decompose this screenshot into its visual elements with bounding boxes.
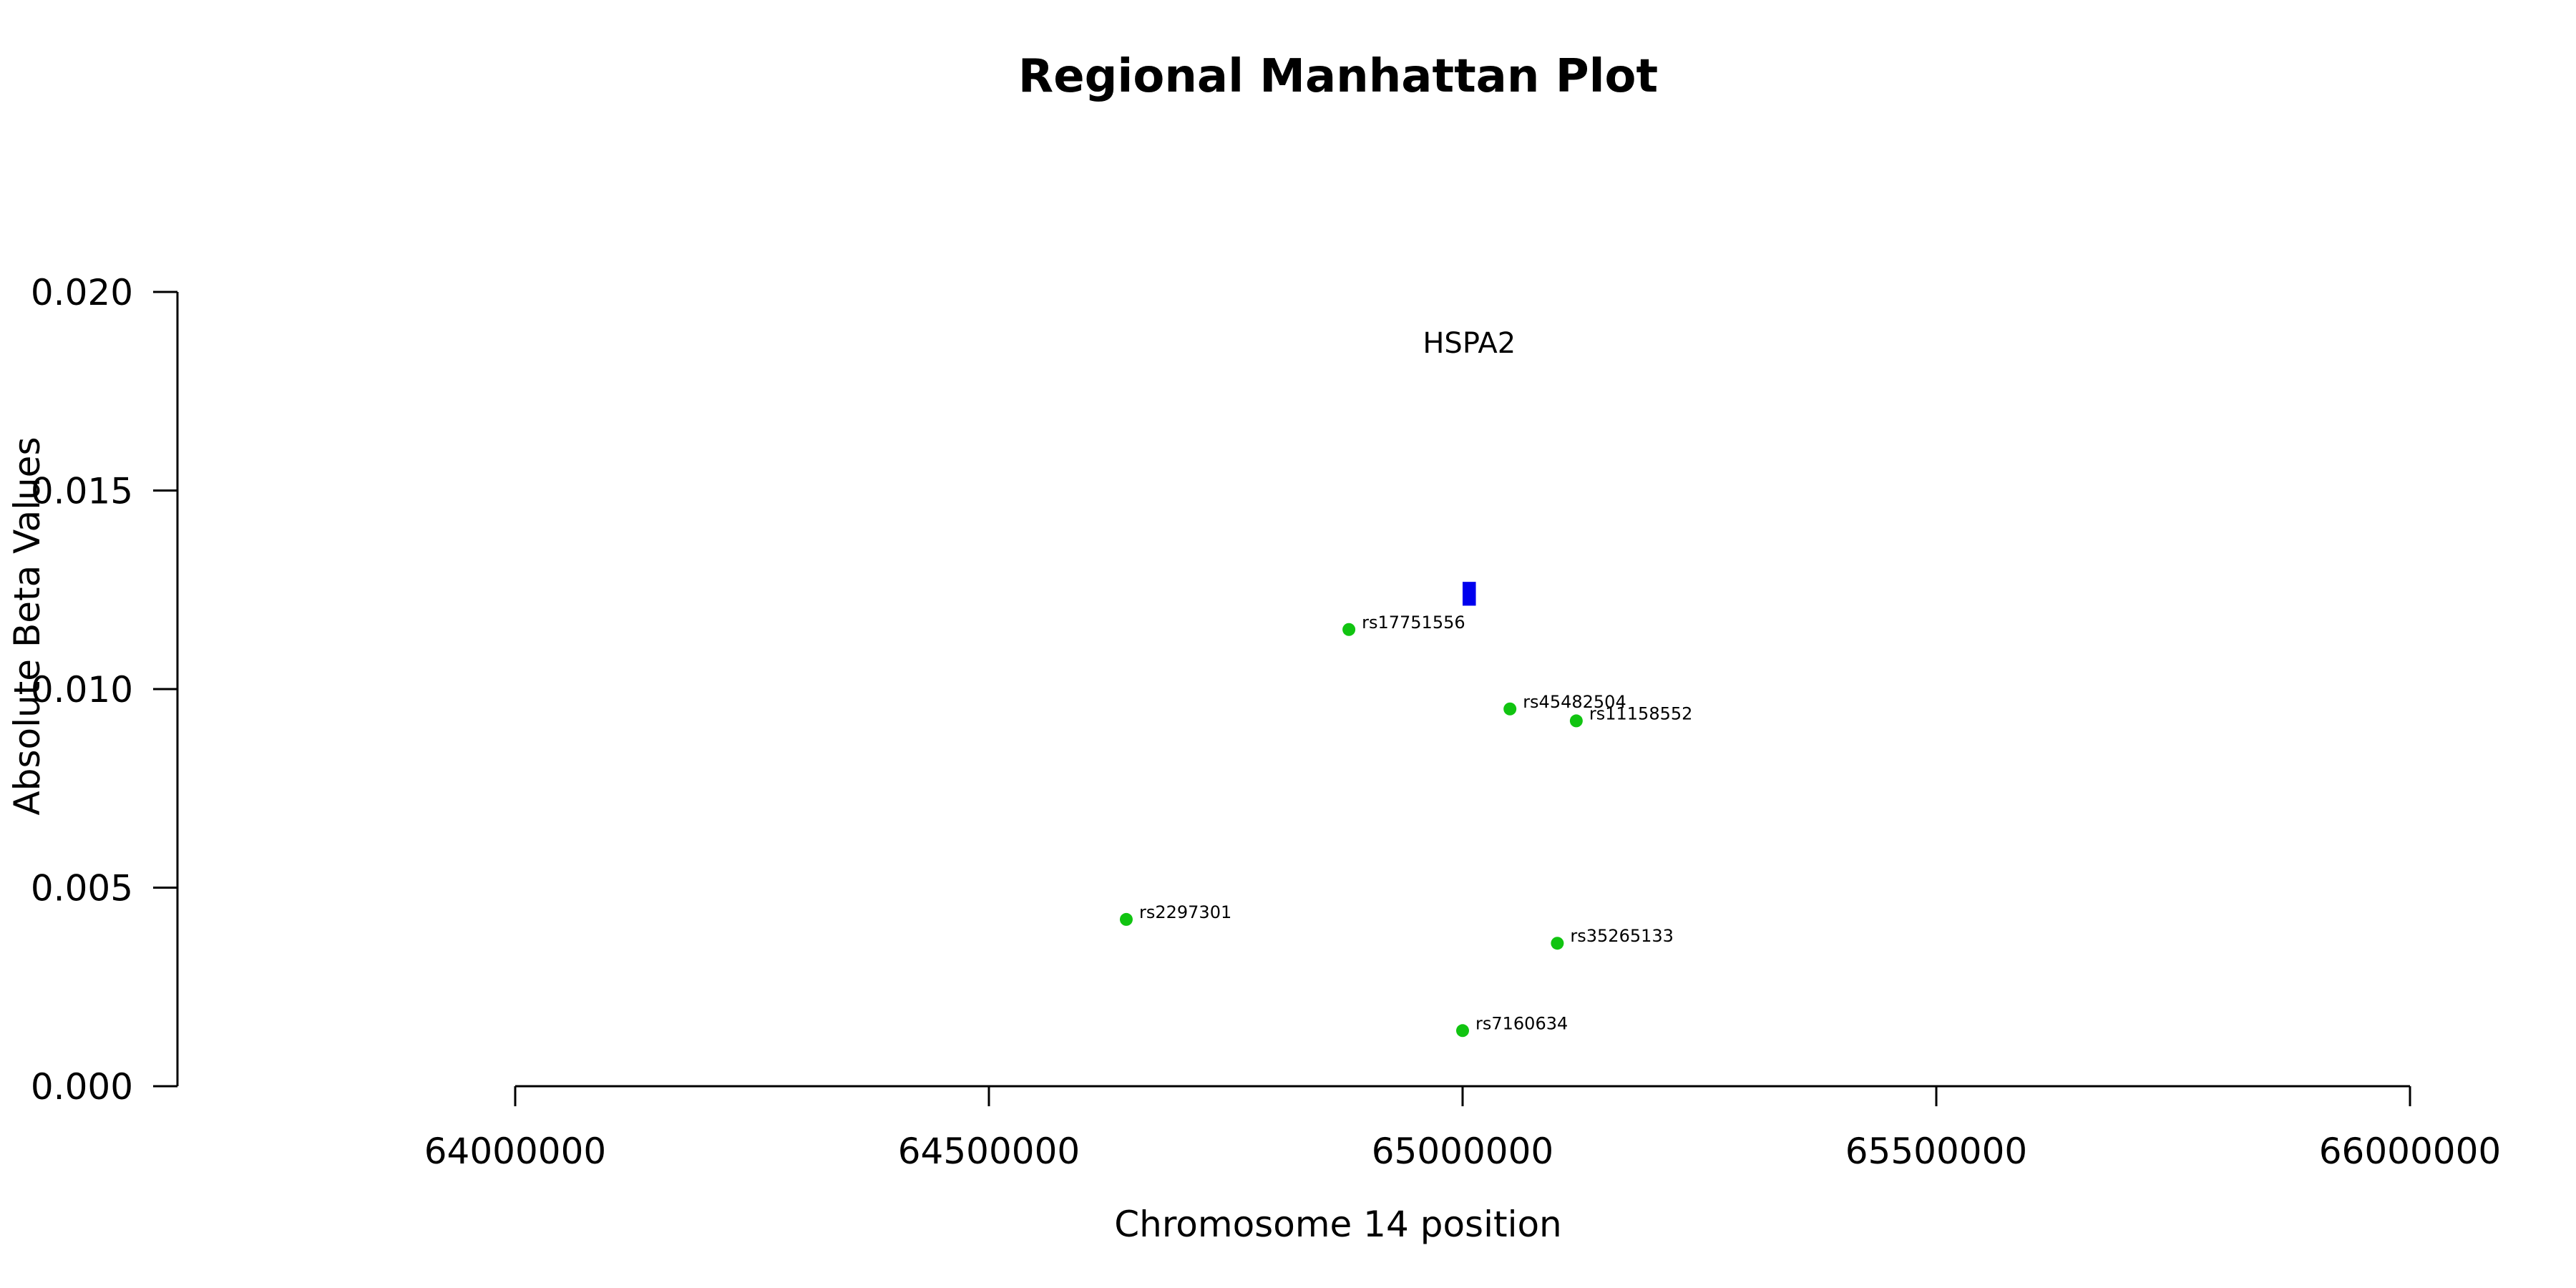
snp-point xyxy=(1503,702,1517,716)
gene-box xyxy=(1463,582,1476,606)
y-tick-label: 0.020 xyxy=(31,272,133,313)
snp-label: rs11158552 xyxy=(1589,703,1693,723)
x-tick-label: 65500000 xyxy=(1845,1131,2028,1172)
y-tick-label: 0.010 xyxy=(31,669,133,711)
snp-label: rs35265133 xyxy=(1570,926,1674,946)
y-tick-label: 0.000 xyxy=(31,1066,133,1108)
snp-point xyxy=(1119,912,1133,926)
snp-point xyxy=(1569,714,1583,728)
x-tick-label: 64500000 xyxy=(898,1131,1080,1172)
x-axis-label: Chromosome 14 position xyxy=(1114,1204,1562,1245)
snp-label: rs17751556 xyxy=(1362,613,1465,633)
snp-label: rs45482504 xyxy=(1523,692,1626,712)
y-tick-label: 0.015 xyxy=(31,471,133,512)
gene-track: HSPA2 xyxy=(1423,327,1516,606)
snp-point xyxy=(1551,937,1564,950)
y-tick-label: 0.005 xyxy=(31,868,133,909)
x-tick-label: 64000000 xyxy=(424,1131,607,1172)
y-axis-label: Absolute Beta Values xyxy=(6,437,48,816)
snp-point xyxy=(1456,1024,1469,1038)
snp-label: rs7160634 xyxy=(1475,1013,1568,1033)
x-tick-label: 66000000 xyxy=(2319,1131,2502,1172)
snp-point xyxy=(1342,623,1356,636)
x-axis: 64000000 64500000 65000000 65500000 66000000 xyxy=(424,1085,2502,1172)
x-tick-label: 65000000 xyxy=(1372,1131,1554,1172)
y-axis: 0.000 0.005 0.010 0.015 0.020 xyxy=(31,272,179,1108)
gene-label: HSPA2 xyxy=(1423,327,1516,360)
chart-title: Regional Manhattan Plot xyxy=(1018,50,1658,103)
snp-label: rs2297301 xyxy=(1139,902,1231,922)
